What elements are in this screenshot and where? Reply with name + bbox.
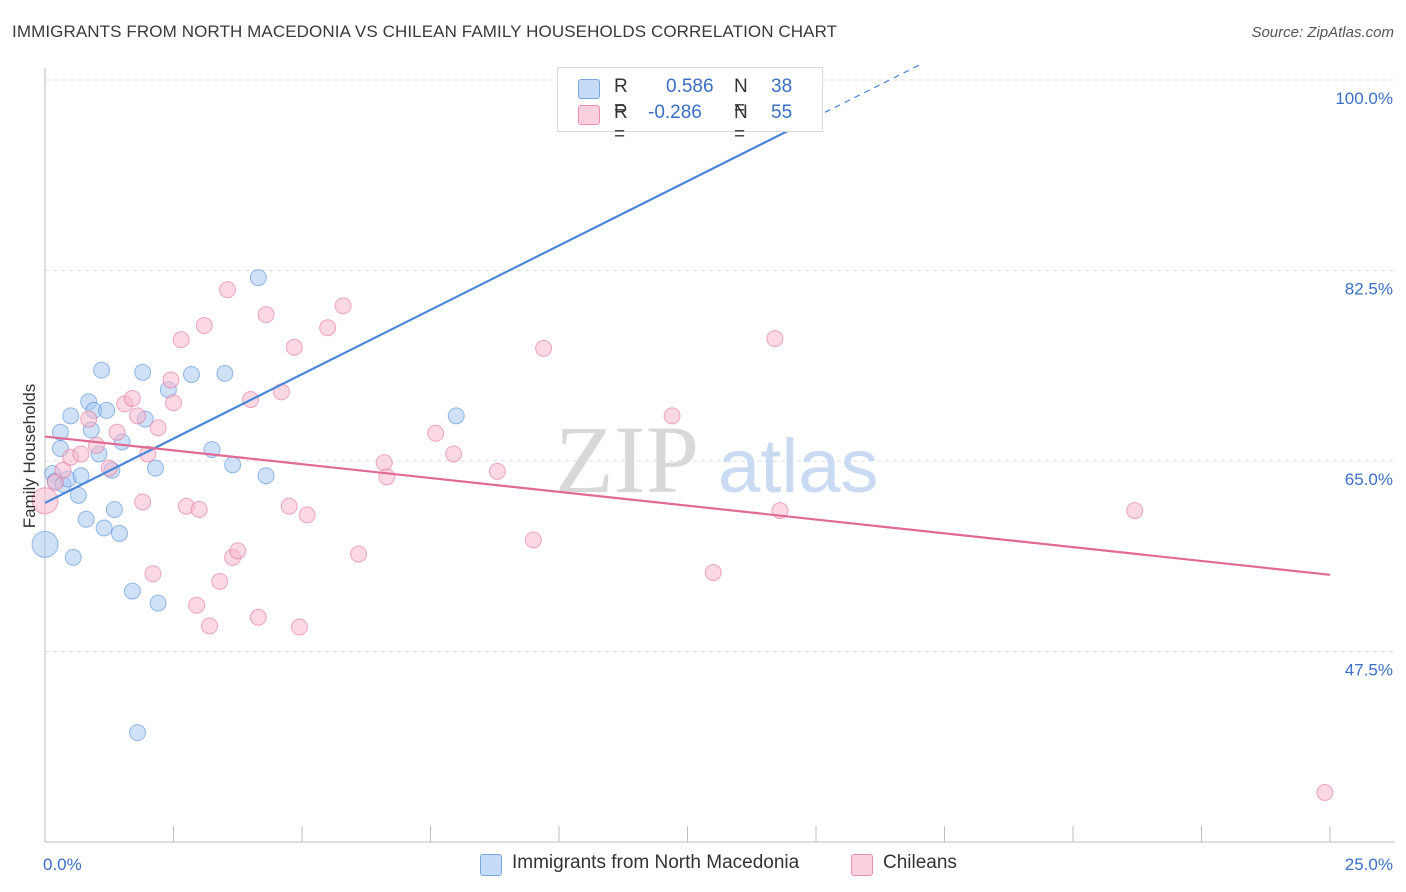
point-north-macedonia xyxy=(98,401,116,419)
legend-r-value: -0.286 xyxy=(648,102,702,123)
point-chilean xyxy=(298,506,316,524)
point-chilean xyxy=(445,445,463,463)
point-chilean xyxy=(149,419,167,437)
point-chilean xyxy=(535,339,553,357)
point-chilean xyxy=(87,436,105,454)
point-chilean xyxy=(165,394,182,412)
point-chilean xyxy=(427,424,445,442)
point-north-macedonia xyxy=(93,361,111,379)
point-north-macedonia xyxy=(95,519,113,537)
point-chilean xyxy=(350,545,368,563)
point-north-macedonia xyxy=(249,269,267,287)
point-north-macedonia xyxy=(123,582,141,600)
point-chilean xyxy=(378,468,396,486)
axes xyxy=(44,68,1395,843)
point-north-macedonia xyxy=(64,548,82,566)
legend-r-label: R = xyxy=(614,76,628,119)
point-chilean xyxy=(663,407,681,425)
point-north-macedonia xyxy=(129,724,147,742)
point-chilean xyxy=(172,331,190,349)
point-chilean xyxy=(46,473,64,491)
point-chilean xyxy=(290,618,308,636)
point-chilean xyxy=(229,542,247,560)
y-tick-label: 47.5% xyxy=(1345,661,1393,680)
point-chilean xyxy=(766,330,784,348)
trend-north-macedonia xyxy=(44,126,796,504)
x-tick-label: 25.0% xyxy=(1345,855,1393,874)
point-chilean xyxy=(211,572,229,590)
point-north-macedonia xyxy=(62,407,80,425)
point-north-macedonia xyxy=(51,423,69,441)
y-axis-label: Family Households xyxy=(20,384,39,529)
point-chilean xyxy=(524,531,542,549)
point-chilean xyxy=(218,281,236,299)
legend-swatch-blue xyxy=(578,79,600,99)
watermark-atlas: atlas xyxy=(718,424,879,509)
point-chilean xyxy=(188,596,206,614)
point-chilean xyxy=(375,454,393,472)
x-tick-label: 0.0% xyxy=(43,855,82,874)
legend-n-value: 38 xyxy=(771,76,793,97)
point-chilean xyxy=(488,462,506,480)
bottom-legend-label: Immigrants from North Macedonia xyxy=(512,852,800,873)
point-chilean xyxy=(1316,784,1334,802)
point-north-macedonia xyxy=(31,530,59,558)
point-north-macedonia xyxy=(105,500,123,518)
point-north-macedonia xyxy=(147,459,165,477)
point-chilean xyxy=(200,617,218,635)
point-chilean xyxy=(144,565,162,583)
point-north-macedonia xyxy=(224,456,242,474)
point-chilean xyxy=(80,410,98,428)
point-north-macedonia xyxy=(77,510,95,528)
point-chilean xyxy=(1126,502,1144,520)
y-tick-label: 82.5% xyxy=(1345,280,1393,299)
point-chilean xyxy=(195,317,213,335)
point-north-macedonia xyxy=(134,363,152,381)
y-tick-label: 100.0% xyxy=(1335,89,1393,108)
point-chilean xyxy=(162,371,180,389)
point-north-macedonia xyxy=(111,524,129,542)
point-north-macedonia xyxy=(182,365,200,383)
point-north-macedonia xyxy=(447,407,465,425)
bottom-legend-label: Chileans xyxy=(883,852,957,873)
point-chilean xyxy=(108,423,126,441)
legend-n-label: N = xyxy=(734,102,748,145)
point-chilean xyxy=(334,297,352,315)
series-chileans-points xyxy=(31,281,1334,802)
point-chilean xyxy=(129,407,147,425)
point-north-macedonia xyxy=(149,594,167,612)
point-chilean xyxy=(134,493,152,511)
point-chilean xyxy=(72,445,90,463)
point-chilean xyxy=(319,319,337,337)
point-chilean xyxy=(249,608,267,626)
point-north-macedonia xyxy=(257,467,275,485)
y-tick-label: 65.0% xyxy=(1345,470,1393,489)
legend-n-value: 55 xyxy=(771,102,793,123)
trend-chileans xyxy=(44,435,1331,576)
chart-title: IMMIGRANTS FROM NORTH MACEDONIA VS CHILE… xyxy=(12,22,838,41)
tick-labels: 100.0% 82.5% 65.0% 47.5% 0.0% 25.0% xyxy=(43,89,1393,874)
point-chilean xyxy=(190,500,208,518)
bottom-legend-swatch-blue xyxy=(480,854,502,876)
point-chilean xyxy=(31,487,59,515)
point-chilean xyxy=(123,389,141,407)
legend-n-label: N = xyxy=(734,76,748,119)
bottom-legend-swatch-pink xyxy=(851,854,873,876)
source-credit: Source: ZipAtlas.com xyxy=(1251,24,1394,41)
point-chilean xyxy=(285,338,303,356)
point-chilean xyxy=(54,461,72,479)
legend-r-value: 0.586 xyxy=(666,76,714,97)
point-north-macedonia xyxy=(216,364,234,382)
point-chilean xyxy=(257,306,275,324)
point-chilean xyxy=(280,497,298,515)
legend-r-label: R = xyxy=(614,102,628,145)
legend-swatch-pink xyxy=(578,105,600,125)
correlation-legend: R = 0.586 N = 38 R = -0.286 N = 55 xyxy=(557,67,823,145)
point-chilean xyxy=(704,564,722,582)
